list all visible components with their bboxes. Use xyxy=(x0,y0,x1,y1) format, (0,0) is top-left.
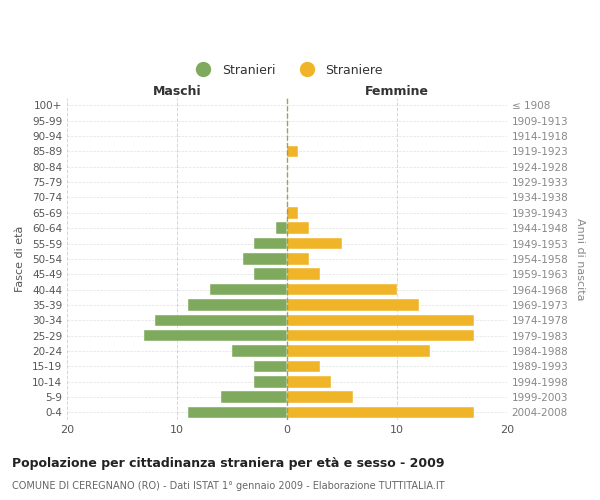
Bar xyxy=(287,284,397,296)
Bar xyxy=(287,376,331,388)
Bar xyxy=(287,392,353,403)
Bar xyxy=(287,238,342,250)
Text: Maschi: Maschi xyxy=(152,84,201,98)
Text: Femmine: Femmine xyxy=(365,84,429,98)
Bar xyxy=(287,346,430,357)
Bar xyxy=(287,314,474,326)
Bar xyxy=(144,330,287,342)
Bar xyxy=(221,392,287,403)
Legend: Stranieri, Straniere: Stranieri, Straniere xyxy=(186,59,388,82)
Bar xyxy=(276,222,287,234)
Bar xyxy=(254,360,287,372)
Bar xyxy=(254,376,287,388)
Bar xyxy=(254,238,287,250)
Text: Popolazione per cittadinanza straniera per età e sesso - 2009: Popolazione per cittadinanza straniera p… xyxy=(12,458,445,470)
Bar xyxy=(287,330,474,342)
Bar xyxy=(243,253,287,264)
Bar xyxy=(287,146,298,157)
Bar xyxy=(287,253,309,264)
Bar xyxy=(188,299,287,310)
Bar xyxy=(210,284,287,296)
Bar xyxy=(188,406,287,418)
Bar xyxy=(287,360,320,372)
Bar xyxy=(287,222,309,234)
Bar xyxy=(287,299,419,310)
Bar xyxy=(287,207,298,218)
Bar xyxy=(155,314,287,326)
Text: COMUNE DI CEREGNANO (RO) - Dati ISTAT 1° gennaio 2009 - Elaborazione TUTTITALIA.: COMUNE DI CEREGNANO (RO) - Dati ISTAT 1°… xyxy=(12,481,445,491)
Bar xyxy=(254,268,287,280)
Y-axis label: Anni di nascita: Anni di nascita xyxy=(575,218,585,300)
Bar xyxy=(232,346,287,357)
Y-axis label: Fasce di età: Fasce di età xyxy=(15,226,25,292)
Bar xyxy=(287,268,320,280)
Bar xyxy=(287,406,474,418)
